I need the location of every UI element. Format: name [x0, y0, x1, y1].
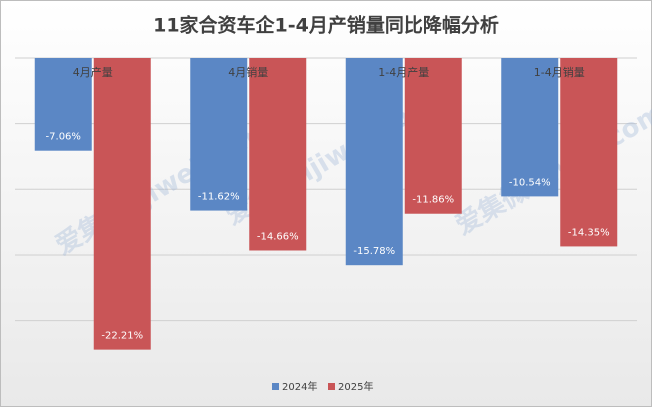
legend-label: 2024年	[282, 380, 317, 393]
legend-swatch	[328, 383, 335, 390]
category-label: 1-4月产量	[378, 65, 429, 79]
bar	[560, 58, 618, 247]
bar	[93, 58, 151, 350]
value-label: -11.62%	[198, 192, 240, 203]
value-label: -15.78%	[353, 246, 395, 257]
category-label: 1-4月销量	[534, 65, 585, 79]
bar	[345, 58, 403, 266]
value-label: -22.21%	[101, 331, 143, 342]
value-label: -7.06%	[46, 132, 81, 143]
chart-title: 11家合资车企1-4月产销量同比降幅分析	[153, 14, 499, 37]
bar	[404, 58, 462, 214]
bar	[34, 58, 92, 151]
category-label: 4月产量	[73, 65, 113, 79]
bar	[249, 58, 307, 251]
value-label: -14.66%	[257, 231, 299, 242]
bar	[501, 58, 559, 197]
legend-swatch	[272, 383, 279, 390]
value-label: -14.35%	[568, 227, 610, 238]
bar	[190, 58, 248, 211]
legend-label: 2025年	[338, 380, 373, 393]
value-label: -11.86%	[412, 195, 454, 206]
value-label: -10.54%	[509, 177, 551, 188]
category-label: 4月销量	[228, 65, 268, 79]
